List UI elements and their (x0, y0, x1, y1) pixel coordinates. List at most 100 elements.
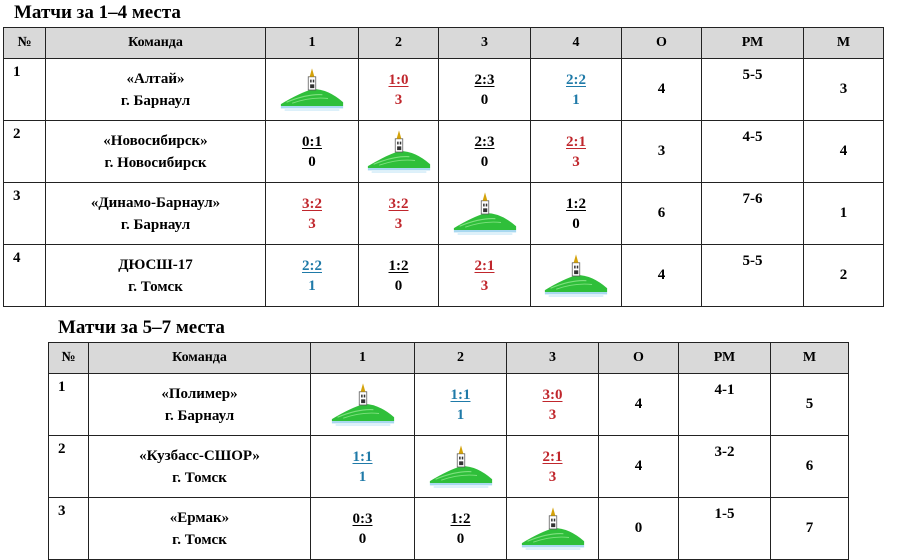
team-name: «Алтай» (46, 68, 265, 90)
match-score: 1:2 (451, 509, 471, 529)
final-place: 3 (804, 59, 884, 121)
column-header: 3 (439, 28, 531, 59)
emblem-cell (531, 245, 622, 307)
team-name: «Полимер» (89, 383, 310, 405)
match-points: 0 (566, 214, 586, 234)
match-score: 1:2 (389, 256, 409, 276)
match-points: 1 (302, 276, 322, 296)
row-number: 3 (49, 498, 89, 560)
match-score: 3:2 (302, 194, 322, 214)
column-header: № (49, 343, 89, 374)
column-header: 1 (266, 28, 359, 59)
match-score: 1:2 (566, 194, 586, 214)
final-place: 7 (771, 498, 849, 560)
goal-difference: 5-5 (702, 59, 804, 121)
column-header: О (622, 28, 702, 59)
emblem-cell (266, 59, 359, 121)
match-points: 0 (475, 152, 495, 172)
column-header: 2 (359, 28, 439, 59)
team-name: «Новосибирск» (46, 130, 265, 152)
goal-difference: 3-2 (679, 436, 771, 498)
emblem-cell (359, 121, 439, 183)
column-header: М (804, 28, 884, 59)
total-points: 3 (622, 121, 702, 183)
match-score: 2:1 (566, 132, 586, 152)
match-score: 1:0 (389, 70, 409, 90)
row-number: 3 (4, 183, 46, 245)
goal-difference: 1-5 (679, 498, 771, 560)
emblem-icon (507, 507, 598, 551)
total-points: 4 (599, 436, 679, 498)
match-points: 3 (543, 405, 563, 425)
emblem-icon (439, 192, 530, 236)
final-place: 6 (771, 436, 849, 498)
column-header: Команда (89, 343, 311, 374)
column-header: Команда (46, 28, 266, 59)
row-number: 1 (49, 374, 89, 436)
column-header: О (599, 343, 679, 374)
match-score: 2:1 (543, 447, 563, 467)
column-header: РМ (702, 28, 804, 59)
team-city: г. Новосибирск (46, 152, 265, 174)
row-number: 2 (4, 121, 46, 183)
goal-difference: 4-1 (679, 374, 771, 436)
column-header: 4 (531, 28, 622, 59)
match-points: 0 (302, 152, 322, 172)
team-city: г. Барнаул (46, 214, 265, 236)
team-city: г. Барнаул (46, 90, 265, 112)
match-score: 0:1 (302, 132, 322, 152)
column-header: № (4, 28, 46, 59)
match-score: 3:0 (543, 385, 563, 405)
match-points: 0 (353, 529, 373, 549)
match-score: 2:2 (566, 70, 586, 90)
team-name: «Динамо-Барнаул» (46, 192, 265, 214)
emblem-icon (359, 130, 438, 174)
final-place: 5 (771, 374, 849, 436)
match-points: 3 (302, 214, 322, 234)
team-city: г. Томск (89, 467, 310, 489)
team-cell: «Ермак»г. Томск (89, 498, 311, 560)
team-cell: «Полимер»г. Барнаул (89, 374, 311, 436)
match-score: 1:1 (451, 385, 471, 405)
match-points: 0 (389, 276, 409, 296)
column-header: 2 (415, 343, 507, 374)
match-score: 2:3 (475, 132, 495, 152)
goal-difference: 5-5 (702, 245, 804, 307)
match-points: 3 (475, 276, 495, 296)
emblem-icon (531, 254, 621, 298)
table2-title: Матчи за 5–7 места (58, 317, 225, 339)
emblem-icon (266, 68, 358, 112)
emblem-cell (507, 498, 599, 560)
team-city: г. Томск (46, 276, 265, 298)
match-score: 2:2 (302, 256, 322, 276)
team-cell: «Кузбасс-СШОР»г. Томск (89, 436, 311, 498)
row-number: 4 (4, 245, 46, 307)
column-header: 1 (311, 343, 415, 374)
emblem-cell (311, 374, 415, 436)
match-points: 3 (389, 90, 409, 110)
match-points: 3 (389, 214, 409, 234)
column-header: М (771, 343, 849, 374)
